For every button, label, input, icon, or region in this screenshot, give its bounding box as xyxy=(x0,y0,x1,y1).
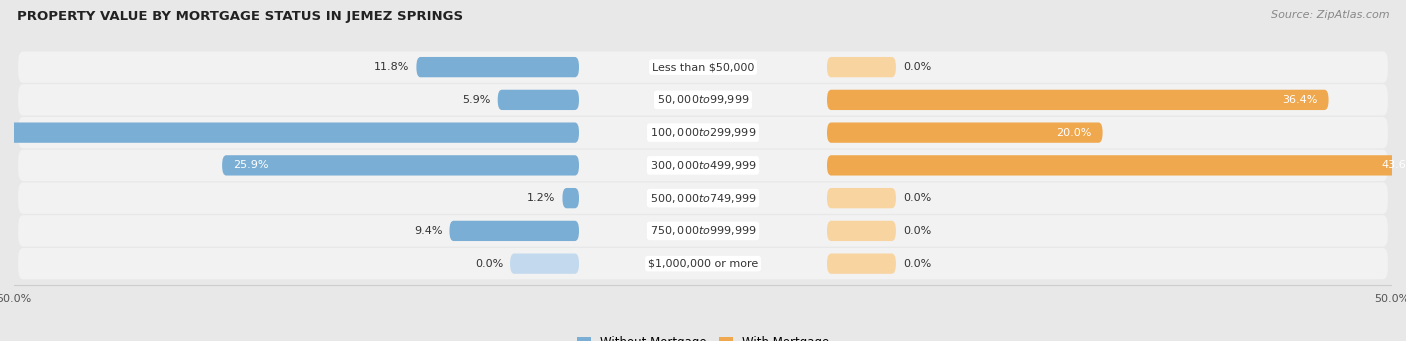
FancyBboxPatch shape xyxy=(827,155,1406,176)
FancyBboxPatch shape xyxy=(498,90,579,110)
Legend: Without Mortgage, With Mortgage: Without Mortgage, With Mortgage xyxy=(572,331,834,341)
Text: $1,000,000 or more: $1,000,000 or more xyxy=(648,258,758,269)
FancyBboxPatch shape xyxy=(827,57,896,77)
Text: 0.0%: 0.0% xyxy=(903,62,931,72)
Text: $100,000 to $299,999: $100,000 to $299,999 xyxy=(650,126,756,139)
FancyBboxPatch shape xyxy=(450,221,579,241)
FancyBboxPatch shape xyxy=(18,150,1388,181)
FancyBboxPatch shape xyxy=(222,155,579,176)
Text: 0.0%: 0.0% xyxy=(903,226,931,236)
Text: 0.0%: 0.0% xyxy=(903,193,931,203)
FancyBboxPatch shape xyxy=(18,182,1388,214)
Text: 0.0%: 0.0% xyxy=(475,258,503,269)
Text: $750,000 to $999,999: $750,000 to $999,999 xyxy=(650,224,756,237)
FancyBboxPatch shape xyxy=(18,215,1388,247)
FancyBboxPatch shape xyxy=(827,188,896,208)
FancyBboxPatch shape xyxy=(827,90,1329,110)
Text: 43.6%: 43.6% xyxy=(1381,160,1406,170)
Text: 5.9%: 5.9% xyxy=(463,95,491,105)
FancyBboxPatch shape xyxy=(827,122,1102,143)
Text: Source: ZipAtlas.com: Source: ZipAtlas.com xyxy=(1271,10,1389,20)
FancyBboxPatch shape xyxy=(827,221,896,241)
Text: 9.4%: 9.4% xyxy=(415,226,443,236)
FancyBboxPatch shape xyxy=(827,253,896,274)
Text: Less than $50,000: Less than $50,000 xyxy=(652,62,754,72)
Text: PROPERTY VALUE BY MORTGAGE STATUS IN JEMEZ SPRINGS: PROPERTY VALUE BY MORTGAGE STATUS IN JEM… xyxy=(17,10,463,23)
FancyBboxPatch shape xyxy=(18,248,1388,279)
Text: $300,000 to $499,999: $300,000 to $499,999 xyxy=(650,159,756,172)
Text: $500,000 to $749,999: $500,000 to $749,999 xyxy=(650,192,756,205)
FancyBboxPatch shape xyxy=(18,51,1388,83)
Text: 0.0%: 0.0% xyxy=(903,258,931,269)
FancyBboxPatch shape xyxy=(416,57,579,77)
Text: $50,000 to $99,999: $50,000 to $99,999 xyxy=(657,93,749,106)
FancyBboxPatch shape xyxy=(0,122,579,143)
FancyBboxPatch shape xyxy=(18,84,1388,116)
FancyBboxPatch shape xyxy=(562,188,579,208)
Text: 11.8%: 11.8% xyxy=(374,62,409,72)
FancyBboxPatch shape xyxy=(510,253,579,274)
FancyBboxPatch shape xyxy=(18,117,1388,148)
Text: 36.4%: 36.4% xyxy=(1282,95,1317,105)
Text: 1.2%: 1.2% xyxy=(527,193,555,203)
Text: 25.9%: 25.9% xyxy=(233,160,269,170)
Text: 20.0%: 20.0% xyxy=(1056,128,1091,138)
